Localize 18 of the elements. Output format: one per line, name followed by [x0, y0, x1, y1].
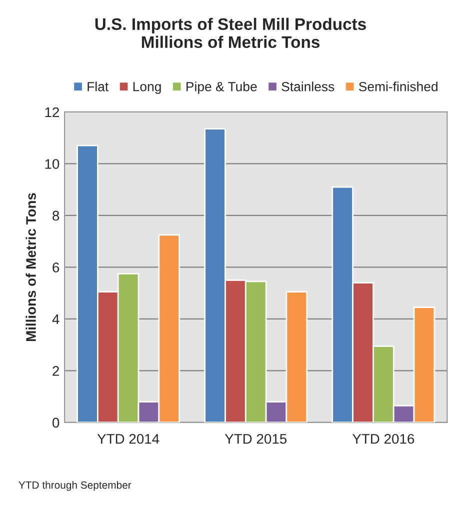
chart-title: U.S. Imports of Steel Mill Products Millions of Metric Tons	[95, 18, 366, 48]
legend-label: Semi-finished	[358, 82, 438, 92]
text: YTD through September	[18, 481, 132, 491]
x-tick-label: YTD 2016	[352, 434, 414, 444]
x-tick-label: YTD 2014	[97, 434, 160, 444]
y-axis-title: Millions of Metric Tons	[26, 193, 36, 342]
legend-label: Flat	[88, 82, 109, 92]
legend-label: Pipe & Tube	[186, 82, 257, 94]
y-tick-label: 10	[45, 159, 60, 169]
y-tick-label: 6	[52, 262, 60, 272]
y-tick-label: 0	[52, 418, 60, 428]
y-tick-label: 12	[45, 107, 59, 118]
legend-label: Stainless	[282, 82, 334, 92]
legend-label: Long	[133, 82, 161, 94]
y-tick-label: 4	[52, 314, 60, 324]
y-tick-label: 8	[52, 210, 60, 221]
y-tick-label: 2	[52, 366, 59, 376]
x-tick-label: YTD 2015	[224, 434, 287, 444]
